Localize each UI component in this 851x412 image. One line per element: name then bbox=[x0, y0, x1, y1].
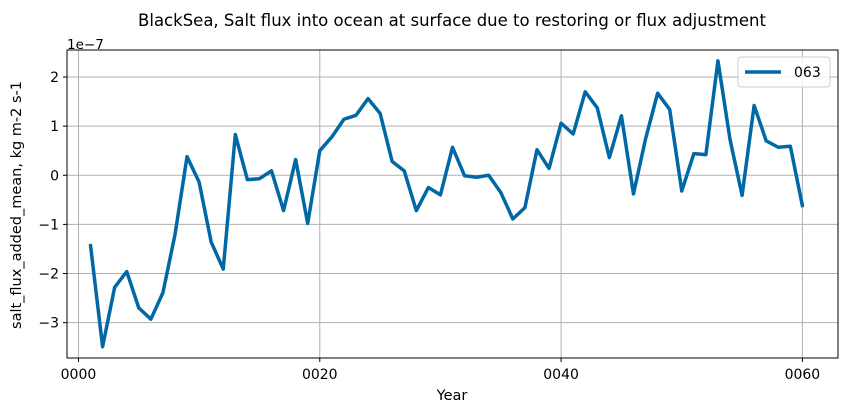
y-tick-label: 1 bbox=[50, 119, 59, 135]
x-tick-label: 0020 bbox=[302, 367, 338, 383]
chart-title: BlackSea, Salt flux into ocean at surfac… bbox=[138, 11, 766, 30]
legend-box bbox=[737, 56, 831, 88]
plot-area bbox=[88, 59, 805, 349]
y-tick-label: −3 bbox=[38, 316, 59, 332]
y-axis-ticks: −3 −2 −1 0 1 2 bbox=[38, 70, 67, 332]
legend-label-063: 063 bbox=[794, 65, 821, 81]
y-tick-label: −1 bbox=[38, 217, 59, 233]
x-tick-label: 0040 bbox=[543, 367, 579, 383]
x-axis-label: Year bbox=[436, 388, 468, 404]
x-tick-label: 0000 bbox=[61, 367, 97, 383]
axes-frame bbox=[66, 49, 839, 359]
y-offset-label: 1e−7 bbox=[67, 37, 104, 53]
y-tick-label: 0 bbox=[50, 168, 59, 184]
y-axis-label: salt_flux_added_mean, kg m-2 s-1 bbox=[9, 81, 25, 329]
y-tick-label: −2 bbox=[38, 267, 59, 283]
legend: 063 bbox=[737, 56, 831, 88]
series-line-063 bbox=[88, 59, 805, 349]
x-axis-ticks: 0000 0020 0040 0060 bbox=[61, 358, 821, 383]
x-tick-label: 0060 bbox=[785, 367, 821, 383]
y-tick-label: 2 bbox=[50, 70, 59, 86]
